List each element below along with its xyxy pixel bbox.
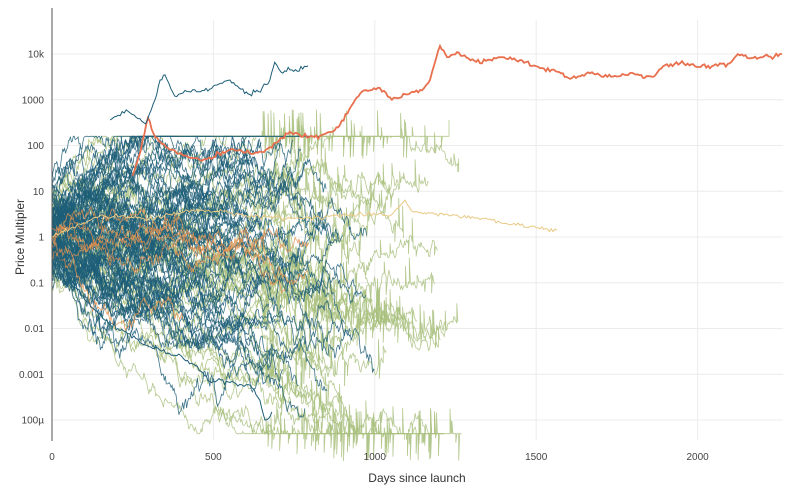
y-tick-label: 0.001 — [19, 370, 44, 381]
teal-bundle-line — [51, 147, 277, 290]
teal-bundle-line — [51, 135, 197, 212]
teal-bundle-line — [51, 235, 105, 284]
teal-bundle-line — [51, 179, 309, 292]
orange-bundle-line — [51, 242, 184, 332]
teal-bundle-line — [51, 199, 358, 323]
teal-bundle-line — [51, 171, 263, 285]
orange-bundle-line — [51, 224, 206, 275]
teal-bundle-line — [51, 261, 265, 415]
x-tick-label: 1500 — [525, 452, 548, 463]
teal-bundle-line — [51, 135, 322, 219]
teal-bundle-line — [51, 194, 235, 305]
green-bundle-line — [51, 227, 435, 325]
y-tick-label: 0.01 — [25, 324, 45, 335]
teal-bundle-line — [51, 262, 345, 351]
green-bundle-line — [51, 229, 459, 359]
orange-bundle-line — [51, 213, 308, 286]
x-tick-label: 1000 — [364, 452, 387, 463]
highlight-series — [51, 43, 782, 421]
y-tick-label: 1 — [38, 233, 44, 244]
x-tick-label: 500 — [205, 452, 222, 463]
teal-high-line — [109, 61, 309, 125]
x-tick-label: 0 — [49, 452, 55, 463]
yellow-long-line — [51, 199, 558, 238]
y-tick-label: 100 — [27, 141, 44, 152]
top-performer-line — [131, 43, 782, 176]
y-tick-label: 0.1 — [30, 278, 44, 289]
x-tick-label: 2000 — [686, 452, 709, 463]
teal-bundle-line — [51, 217, 236, 323]
y-axis-title: Price Multipler — [13, 199, 27, 275]
teal-bundle-line — [51, 188, 260, 256]
teal-bundle-line — [51, 193, 282, 316]
teal-bundle-line — [51, 151, 216, 224]
background-series — [51, 109, 462, 462]
teal-low-line — [51, 241, 273, 421]
teal-bundle-line — [51, 135, 150, 244]
teal-bundle-line — [51, 219, 134, 265]
y-tick-label: 10k — [28, 50, 45, 61]
y-tick-label: 100µ — [22, 416, 45, 427]
y-tick-label: 10 — [33, 187, 45, 198]
orange-bundle-line — [51, 206, 286, 295]
teal-bundle-line — [51, 256, 184, 351]
teal-bundle-line — [51, 135, 273, 222]
teal-bundle-line — [51, 236, 242, 328]
y-tick-label: 1000 — [22, 95, 45, 106]
tick-labels: 100µ 0.001 0.01 0.1 1 10 100 1000 10k 0 500 1000 150… — [19, 50, 709, 464]
x-axis-title: Days since launch — [368, 471, 465, 485]
teal-bundle-line — [51, 179, 351, 337]
